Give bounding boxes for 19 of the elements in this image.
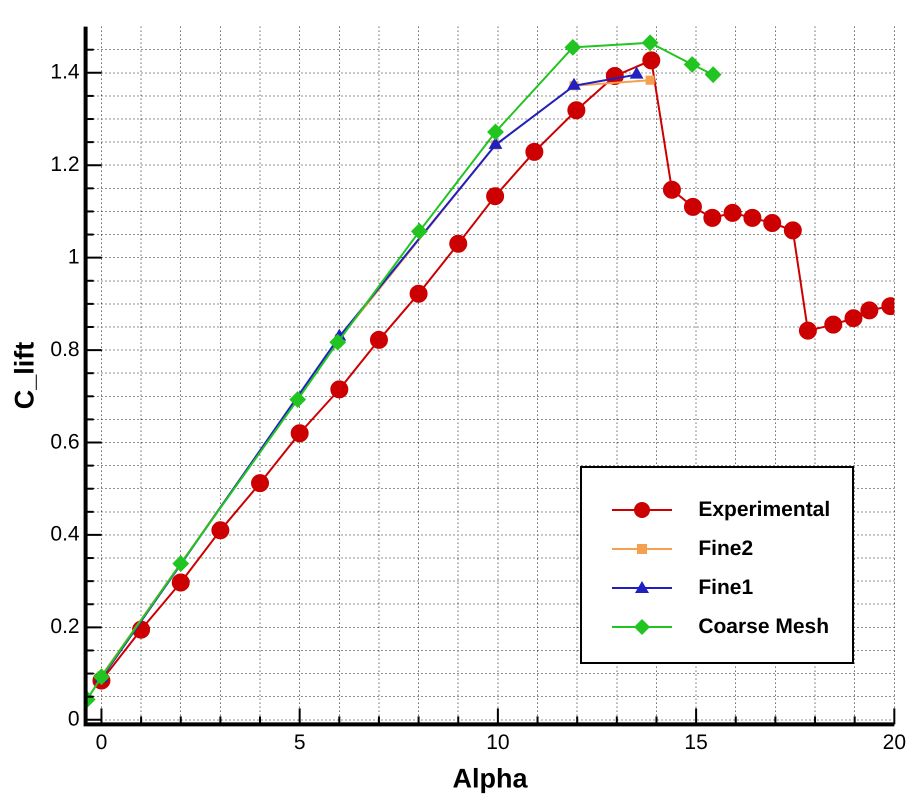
x-tick-label: 5	[294, 730, 306, 754]
y-tick-label: 0.2	[50, 615, 80, 638]
x-tick-label: 20	[882, 730, 906, 754]
y-tick-label: 1.4	[50, 60, 80, 84]
y-tick-label: 0.8	[50, 338, 80, 361]
x-tick-label: 10	[486, 730, 510, 754]
y-tick-label: 0.4	[50, 522, 80, 546]
x-tick-label: 0	[96, 730, 108, 754]
y-tick-label: 1	[68, 245, 80, 268]
x-tick-label: 15	[684, 730, 708, 754]
y-tick-label: 0.6	[50, 430, 80, 454]
y-tick-label: 0	[68, 708, 80, 731]
legend-label: Coarse Mesh	[698, 614, 830, 639]
y-tick-label: 1.2	[50, 153, 80, 176]
legend-label: Experimental	[698, 498, 830, 522]
y-axis-title: C_lift	[10, 342, 40, 410]
legend-label: Fine2	[698, 536, 754, 561]
x-axis-title: Alpha	[452, 763, 528, 794]
legend-label: Fine1	[698, 576, 754, 600]
